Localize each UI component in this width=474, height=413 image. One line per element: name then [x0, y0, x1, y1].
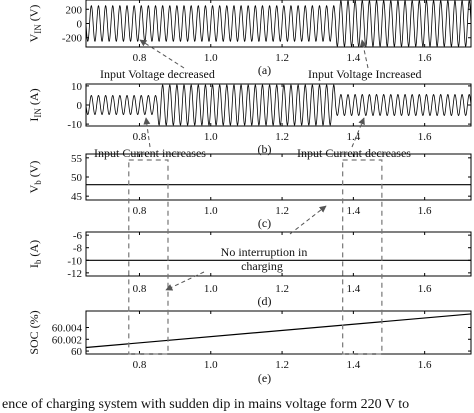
- x-tick-label-c-4: 1.6: [418, 205, 432, 217]
- x-tick-label-d-3: 1.4: [346, 283, 360, 295]
- x-tick-label-a-3: 1.4: [346, 52, 360, 64]
- x-tick-label-c-0: 0.8: [133, 205, 147, 217]
- y-tick-label-b-0: 10: [71, 81, 83, 93]
- x-tick-label-d-1: 1.0: [204, 283, 218, 295]
- x-tick-label-e-3: 1.4: [346, 359, 360, 371]
- x-tick-label-b-4: 1.6: [418, 131, 432, 143]
- panel-label-d: (d): [258, 294, 272, 308]
- y-tick-label-a-1: 0: [77, 19, 83, 31]
- y-tick-label-c-0: 55: [71, 153, 83, 165]
- y-tick-label-d-0: -6: [73, 230, 83, 242]
- x-tick-label-c-2: 1.2: [275, 205, 289, 217]
- annotation-b-left: Input Current increases: [94, 146, 206, 160]
- series-line-b: [85, 84, 472, 126]
- x-tick-label-d-2: 1.2: [275, 283, 289, 295]
- arrow-d-left: [165, 271, 205, 291]
- y-axis-label-b: IIN (A): [27, 88, 43, 121]
- y-tick-label-b-1: 0: [77, 100, 83, 112]
- y-axis-label-d: Ib (A): [27, 240, 43, 268]
- arrow-a-right: [359, 39, 369, 69]
- y-axis-label-e: SOC (%): [27, 310, 41, 354]
- y-tick-label-e-2: 60: [71, 346, 83, 358]
- x-tick-label-e-1: 1.0: [204, 359, 218, 371]
- x-tick-label-e-4: 1.6: [418, 359, 432, 371]
- annotation-a-left: Input Voltage decreased: [100, 67, 215, 81]
- y-tick-label-c-2: 45: [71, 191, 83, 203]
- y-tick-label-d-2: -10: [67, 255, 82, 267]
- y-axis-label-a: VIN (V): [27, 5, 43, 43]
- annotation-b-right: Input Current decreases: [297, 146, 411, 160]
- x-tick-label-c-3: 1.4: [346, 205, 360, 217]
- y-tick-label-a-0: 200: [66, 4, 83, 16]
- x-tick-label-e-2: 1.2: [275, 359, 289, 371]
- arrow-b-right: [351, 117, 365, 148]
- x-tick-label-d-0: 0.8: [133, 283, 147, 295]
- y-tick-label-e-0: 60.004: [52, 322, 83, 334]
- y-axis-label-c: Vb (V): [27, 161, 43, 194]
- x-tick-label-b-1: 1.0: [204, 131, 218, 143]
- y-tick-label-c-1: 50: [71, 172, 83, 184]
- y-tick-label-b-2: -10: [67, 119, 82, 131]
- x-tick-label-b-2: 1.2: [275, 131, 289, 143]
- annotation-a-right: Input Voltage Increased: [308, 67, 422, 81]
- panel-c: 0.8 1.0 1.2 1.4 1.6 55 50 45 Vb (V) (c): [27, 153, 472, 230]
- arrow-a-left: [139, 39, 185, 69]
- x-tick-label-a-2: 1.2: [275, 52, 289, 64]
- highlight-boxes: [128, 159, 383, 355]
- y-tick-label-d-3: -12: [67, 268, 82, 280]
- highlight-box-1: [342, 159, 383, 355]
- annotation-d-line1: No interruption in: [221, 245, 308, 259]
- panel-label-b: (b): [258, 142, 272, 156]
- panel-d: 0.8 1.0 1.2 1.4 1.6 -6-8-10-12 Ib (A) (d): [27, 230, 472, 308]
- series-line-a: [85, 0, 472, 48]
- plot-frame-e: [85, 310, 472, 355]
- annotation-d-line2: charging: [241, 259, 283, 273]
- figure-caption: ence of charging system with sudden dip …: [2, 397, 409, 412]
- x-tick-label-a-4: 1.6: [418, 52, 432, 64]
- arrow-b-left: [143, 117, 151, 148]
- panel-label-a: (a): [258, 63, 271, 77]
- panel-a: 0.8 1.0 1.2 1.4 1.6 200 0 -200 VIN (V) (a): [27, 0, 472, 77]
- y-tick-label-e-1: 60.002: [52, 334, 82, 346]
- y-tick-label-a-2: -200: [62, 33, 83, 45]
- y-tick-label-d-1: -8: [73, 243, 83, 255]
- series-line-e: [85, 313, 472, 349]
- panel-label-c: (c): [258, 216, 271, 230]
- arrow-c-right: [289, 205, 327, 235]
- highlight-box-0: [128, 159, 169, 355]
- x-tick-label-e-0: 0.8: [133, 359, 147, 371]
- plot-frame-c: [85, 153, 472, 201]
- x-tick-label-a-1: 1.0: [204, 52, 218, 64]
- x-tick-label-b-0: 0.8: [133, 131, 147, 143]
- plot-frame-d: [85, 231, 472, 277]
- x-tick-label-b-3: 1.4: [346, 131, 360, 143]
- panel-b: 0.8 1.0 1.2 1.4 1.6 10 0 -10 IIN (A) (b): [27, 81, 472, 156]
- x-tick-label-d-4: 1.6: [418, 283, 432, 295]
- panel-label-e: (e): [258, 371, 271, 385]
- x-tick-label-a-0: 0.8: [133, 52, 147, 64]
- x-tick-label-c-1: 1.0: [204, 205, 218, 217]
